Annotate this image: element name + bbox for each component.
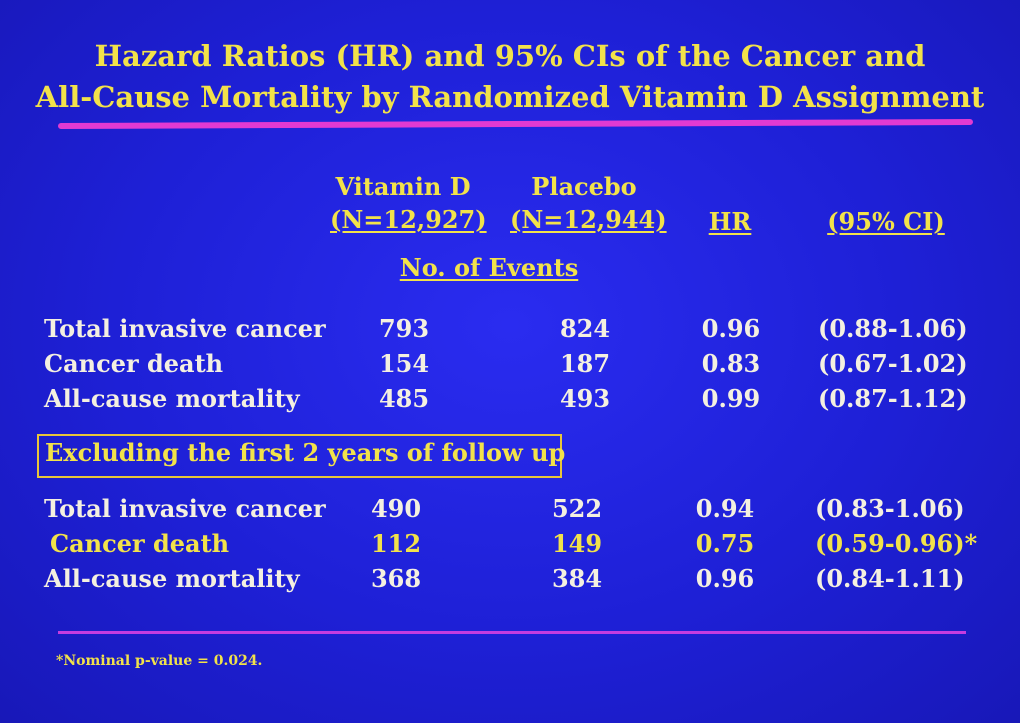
row-placebo-events: 384 [551, 564, 603, 593]
row-label: Cancer death [50, 529, 230, 558]
header-vitamin-d-n: (N=12,927) [330, 205, 487, 234]
row-hr: 0.94 [695, 494, 755, 523]
row-vitamin-d-events: 485 [378, 384, 430, 413]
row-placebo-events: 824 [559, 314, 611, 343]
excluding-box [37, 434, 562, 478]
header-placebo-name: Placebo [531, 172, 637, 201]
header-vitamin-d-name: Vitamin D [335, 172, 471, 201]
excluding-label: Excluding the first 2 years of follow up [45, 438, 566, 467]
row-vitamin-d-events: 490 [370, 494, 422, 523]
row-vitamin-d-events: 154 [378, 349, 430, 378]
header-placebo-n: (N=12,944) [510, 205, 667, 234]
title-divider [57, 119, 974, 129]
row-label: Total invasive cancer [44, 314, 326, 343]
header-hr: HR [708, 207, 752, 236]
row-hr: 0.75 [695, 529, 755, 558]
row-hr: 0.96 [695, 564, 755, 593]
row-placebo-events: 149 [551, 529, 603, 558]
row-hr: 0.99 [701, 384, 761, 413]
row-ci: (0.59-0.96)* [815, 529, 978, 558]
row-hr: 0.96 [701, 314, 761, 343]
title-line-1: Hazard Ratios (HR) and 95% CIs of the Ca… [94, 39, 926, 73]
row-placebo-events: 522 [551, 494, 603, 523]
row-label: All-cause mortality [44, 564, 300, 593]
row-ci: (0.67-1.02) [818, 349, 968, 378]
row-vitamin-d-events: 793 [378, 314, 430, 343]
row-ci: (0.84-1.11) [815, 564, 965, 593]
footnote: *Nominal p-value = 0.024. [56, 653, 263, 669]
header-placebo: Placebo (N=12,944) [510, 172, 667, 234]
slide-title: Hazard Ratios (HR) and 95% CIs of the Ca… [0, 36, 1020, 118]
header-no-of-events: No. of Events [399, 253, 579, 282]
row-placebo-events: 493 [559, 384, 611, 413]
row-ci: (0.83-1.06) [815, 494, 965, 523]
header-vitamin-d: Vitamin D (N=12,927) [330, 172, 487, 234]
row-ci: (0.87-1.12) [818, 384, 968, 413]
row-placebo-events: 187 [559, 349, 611, 378]
row-ci: (0.88-1.06) [818, 314, 968, 343]
bottom-divider [58, 631, 966, 634]
row-vitamin-d-events: 368 [370, 564, 422, 593]
row-vitamin-d-events: 112 [370, 529, 422, 558]
row-label: Cancer death [44, 349, 224, 378]
row-label: All-cause mortality [44, 384, 300, 413]
row-hr: 0.83 [701, 349, 761, 378]
row-label: Total invasive cancer [44, 494, 326, 523]
title-line-2: All-Cause Mortality by Randomized Vitami… [35, 80, 985, 114]
header-ci: (95% CI) [827, 207, 945, 236]
